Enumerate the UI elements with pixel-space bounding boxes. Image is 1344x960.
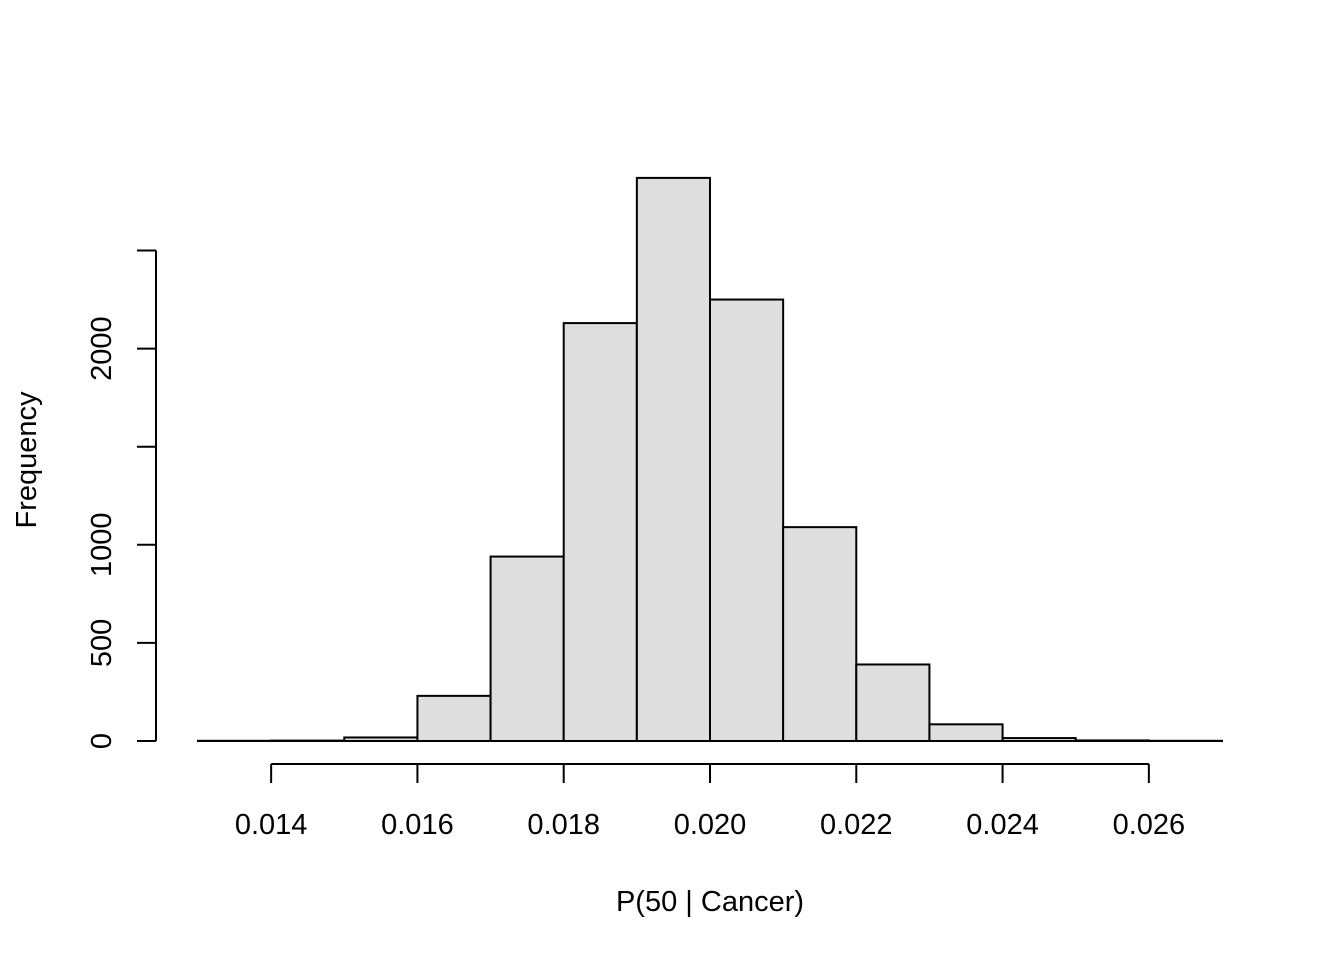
histogram-bar [782,526,858,743]
x-tick-label: 0.020 [674,809,747,841]
histogram-bar [855,663,931,742]
y-tick-label: 500 [86,619,118,667]
y-tick-label: 0 [86,733,118,749]
x-tick-label: 0.016 [381,809,454,841]
x-tick-label: 0.018 [527,809,600,841]
y-axis: 0 500 1000 2000 [86,249,157,749]
histogram-bar [928,723,1004,742]
x-tick-label: 0.014 [235,809,308,841]
histogram-bar [709,298,785,742]
y-tick-label: 1000 [86,513,118,578]
x-axis-label: P(50 | Cancer) [616,886,804,918]
histogram-bars [197,176,1224,743]
x-tick-label: 0.022 [820,809,893,841]
histogram-bar [416,694,492,743]
histogram-bar [635,176,711,742]
x-axis: 0.014 0.016 0.018 0.020 0.022 0.024 0.026 [235,763,1186,841]
y-tick-label: 2000 [86,316,118,381]
histogram-bar [489,555,565,743]
x-tick-label: 0.026 [1113,809,1186,841]
x-tick-label: 0.024 [966,809,1039,841]
y-axis-label: Frequency [11,391,43,529]
histogram-bar [562,322,638,742]
